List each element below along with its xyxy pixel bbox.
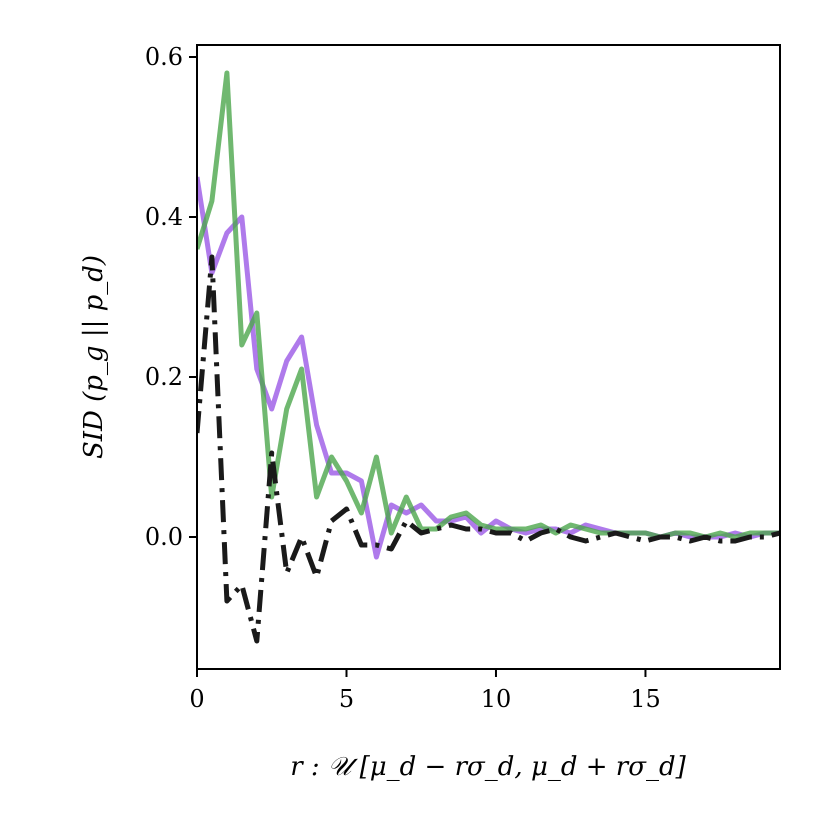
series-line-green — [197, 70, 780, 540]
y-tick-label: 0.0 — [145, 523, 183, 551]
plot-frame — [196, 44, 781, 670]
series-layer — [197, 70, 780, 644]
y-tick-label: 0.4 — [145, 203, 183, 231]
x-tick-label: 0 — [189, 685, 204, 713]
y-axis-label: SID (p_g || p_d) — [79, 255, 109, 459]
y-tick-label: 0.2 — [145, 363, 183, 391]
y-axis-ticks: 0.0 0.2 0.4 0.6 — [145, 43, 197, 551]
x-tick-label: 10 — [481, 685, 512, 713]
series-line-purple — [197, 176, 780, 560]
y-tick-label: 0.6 — [145, 43, 183, 71]
x-tick-label: 5 — [339, 685, 354, 713]
series-line-black-dashdot — [197, 254, 780, 644]
x-axis-label: r : 𝒰 [μ_d − rσ_d, μ_d + rσ_d] — [290, 752, 686, 782]
x-tick-label: 15 — [630, 685, 661, 713]
x-axis-ticks: 0 5 10 15 — [189, 669, 661, 713]
